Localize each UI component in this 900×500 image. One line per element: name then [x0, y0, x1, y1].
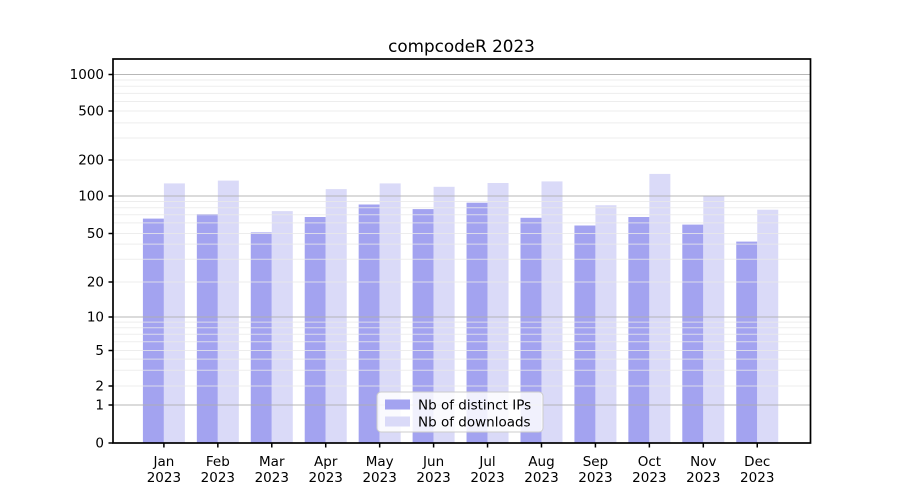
month-label: Dec: [744, 454, 770, 470]
y-tick-label: 100: [78, 189, 104, 205]
year-label: 2023: [309, 470, 343, 486]
bar-may-s0: [358, 204, 380, 443]
month-label: Mar: [259, 454, 285, 470]
year-label: 2023: [470, 470, 504, 486]
bar-jul-s1: [487, 183, 509, 443]
year-label: 2023: [255, 470, 289, 486]
month-label: Jun: [422, 454, 444, 470]
year-label: 2023: [416, 470, 450, 486]
year-label: 2023: [578, 470, 612, 486]
legend-swatch-distinct-ips: [385, 399, 410, 410]
bar-oct-s0: [628, 217, 650, 443]
y-axis: 0 1 2 5 10 20 50 100 200 500 1000: [70, 67, 113, 452]
plot-border: [112, 58, 812, 444]
bar-feb-s1: [217, 180, 239, 443]
year-label: 2023: [740, 470, 774, 486]
y-tick-label: 1: [95, 398, 104, 414]
year-label: 2023: [147, 470, 181, 486]
month-label: Oct: [638, 454, 661, 470]
legend-label-distinct-ips: Nb of distinct IPs: [418, 398, 531, 414]
bar-oct-s1: [649, 173, 671, 443]
y-tick-label: 10: [87, 310, 104, 326]
month-label: Aug: [528, 454, 554, 470]
y-tick-label: 2: [95, 379, 104, 395]
bar-jan-s1: [163, 183, 185, 443]
y-tick-label: 50: [87, 226, 104, 242]
bar-dec-s1: [757, 209, 779, 443]
bar-series-0: [142, 202, 758, 443]
bar-apr-s1: [325, 189, 347, 443]
legend-label-downloads: Nb of downloads: [418, 415, 531, 431]
y-tick-label: 1000: [70, 67, 104, 83]
x-tick-label: Aug 2023: [524, 454, 558, 486]
year-label: 2023: [362, 470, 396, 486]
x-tick-label: Dec 2023: [740, 454, 774, 486]
month-label: Apr: [314, 454, 338, 470]
x-tick-label: Feb 2023: [201, 454, 235, 486]
bar-aug-s0: [520, 217, 542, 443]
x-tick-label: Apr 2023: [309, 454, 343, 486]
bar-jun-s1: [433, 186, 455, 444]
bar-sep-s1: [595, 205, 617, 443]
bar-dec-s0: [736, 241, 758, 443]
month-label: May: [366, 454, 394, 470]
year-label: 2023: [524, 470, 558, 486]
bar-aug-s1: [541, 181, 563, 443]
x-tick-label: Mar 2023: [255, 454, 289, 486]
major-gridlines: [113, 73, 811, 406]
y-tick-label: 0: [95, 436, 104, 452]
x-tick-label: Nov 2023: [686, 454, 720, 486]
month-label: Jan: [152, 454, 174, 470]
x-tick-label: May 2023: [362, 454, 396, 486]
bar-jan-s0: [142, 218, 164, 443]
legend-swatch-downloads: [385, 416, 410, 427]
bar-nov-s1: [703, 195, 725, 443]
x-tick-label: Jan 2023: [147, 454, 181, 486]
x-tick-label: Jun 2023: [416, 454, 450, 486]
x-tick-label: Jul 2023: [470, 454, 504, 486]
minor-gridlines: [113, 79, 811, 387]
bar-jul-s0: [466, 202, 488, 443]
y-tick-label: 5: [95, 343, 104, 359]
bar-jun-s0: [412, 209, 434, 443]
month-label: Nov: [690, 454, 716, 470]
bar-mar-s1: [271, 211, 293, 443]
bar-may-s1: [379, 183, 401, 443]
year-label: 2023: [632, 470, 666, 486]
year-label: 2023: [201, 470, 235, 486]
month-label: Sep: [583, 454, 608, 470]
month-label: Jul: [478, 454, 495, 470]
month-label: Feb: [206, 454, 230, 470]
chart-title: compcodeR 2023: [388, 36, 535, 56]
legend-box: [376, 391, 544, 433]
bar-feb-s0: [196, 214, 218, 443]
x-tick-label: Sep 2023: [578, 454, 612, 486]
year-label: 2023: [686, 470, 720, 486]
y-tick-label: 20: [87, 275, 104, 291]
x-tick-label: Oct 2023: [632, 454, 666, 486]
bar-apr-s0: [304, 217, 326, 443]
bar-mar-s0: [250, 232, 272, 443]
y-tick-label: 200: [78, 153, 104, 169]
y-tick-label: 500: [78, 104, 104, 120]
bar-series-1: [163, 173, 779, 444]
